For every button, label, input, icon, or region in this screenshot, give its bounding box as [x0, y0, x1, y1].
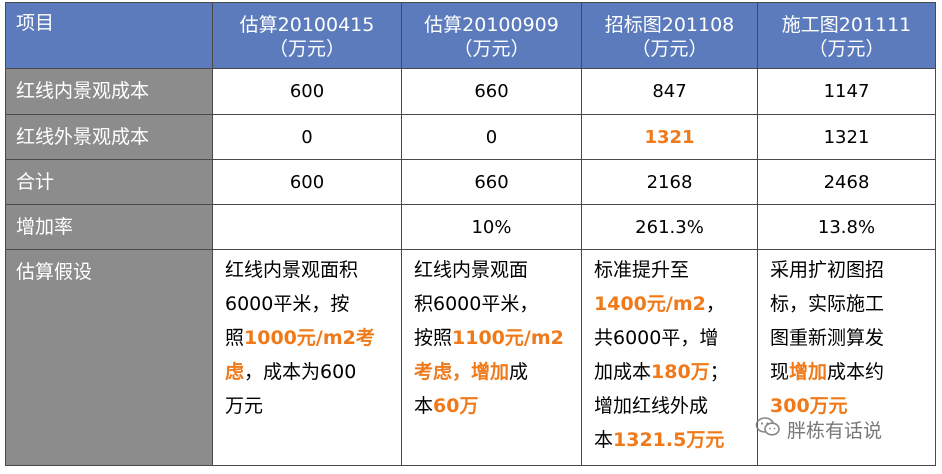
note-text: 6000平米，按 — [225, 293, 350, 315]
table-cell: 847 — [581, 68, 758, 115]
header-unit: （万元） — [631, 38, 708, 60]
note-highlight: 考虑，增加 — [414, 361, 510, 383]
table-cell — [212, 204, 402, 250]
note-text: 积6000平米， — [414, 293, 539, 315]
cost-table: 项目 估算20100415 （万元） 估算20100909 （万元） 招标图2011… — [5, 2, 936, 466]
table-cell-highlight: 1321 — [581, 114, 758, 160]
note-highlight: 1321.5万元 — [613, 429, 725, 451]
table-cell: 0 — [212, 114, 402, 160]
table-row: 红线外景观成本 0 0 1321 1321 — [5, 114, 936, 160]
note-highlight: 300万元 — [770, 395, 848, 417]
assumption-row: 估算假设 红线内景观面积 6000平米，按 照1000元/m2考 虑，成本为600 万元… — [5, 249, 936, 466]
note-text: 成本约 — [827, 361, 885, 383]
table-cell: 10% — [401, 204, 582, 250]
table-cell: 13.8% — [757, 204, 936, 250]
note-highlight: 增加 — [789, 361, 828, 383]
note-text: 现 — [770, 361, 790, 383]
row-label: 红线外景观成本 — [5, 114, 213, 160]
note-text: 增加红线外成 — [594, 395, 709, 417]
note-text: ， — [705, 293, 725, 315]
table-cell: 1147 — [757, 68, 936, 115]
note-text: ； — [709, 361, 729, 383]
header-unit: （万元） — [453, 38, 530, 60]
header-tender-201108: 招标图201108 （万元） — [581, 2, 758, 69]
note-text: 标，实际施工 — [770, 293, 885, 315]
header-estimate-20100415: 估算20100415 （万元） — [212, 2, 402, 69]
table-cell: 2468 — [757, 159, 936, 205]
table-cell: 600 — [212, 159, 402, 205]
header-title: 估算20100909 — [424, 14, 559, 36]
table-cell: 660 — [401, 68, 582, 115]
note-highlight: 180万 — [651, 361, 710, 383]
note-highlight: 1100元/m2 — [452, 327, 564, 349]
table-cell: 261.3% — [581, 204, 758, 250]
wechat-icon — [755, 416, 781, 443]
note-text: 按照 — [414, 327, 453, 349]
header-item: 项目 — [5, 2, 213, 69]
note-highlight: 60万 — [433, 395, 479, 417]
table-row: 增加率 10% 261.3% 13.8% — [5, 204, 936, 250]
note-text: 加成本 — [594, 361, 652, 383]
note-text: 标准提升至 — [594, 259, 690, 281]
table-cell: 600 — [212, 68, 402, 115]
note-text: 采用扩初图招 — [770, 259, 885, 281]
table-row: 红线内景观成本 600 660 847 1147 — [5, 68, 936, 115]
note-text: 成 — [509, 361, 529, 383]
assumption-cell-1: 红线内景观面积 6000平米，按 照1000元/m2考虑，成本为600 万元 — [212, 249, 402, 466]
note-text: 红线内景观面 — [414, 259, 529, 281]
watermark: 胖栋有话说 — [755, 416, 882, 442]
assumption-cell-2: 红线内景观面 积6000平米， 按照1100元/m2 考虑，增加成本60万 — [401, 249, 582, 466]
assumption-cell-3: 标准提升至 1400元/m2， 共6000平，增 加成本180万； 增加红线外成 本132… — [581, 249, 758, 466]
header-construction-201111: 施工图201111 （万元） — [757, 2, 936, 69]
note-text: 万元 — [225, 395, 264, 417]
note-text: 照 — [225, 327, 245, 349]
row-label: 红线内景观成本 — [5, 68, 213, 115]
note-text: 本 — [594, 429, 614, 451]
header-title: 估算20100415 — [239, 14, 375, 36]
note-highlight: 虑 — [225, 361, 245, 383]
header-row: 项目 估算20100415 （万元） 估算20100909 （万元） 招标图2011… — [5, 2, 936, 69]
table-cell: 2168 — [581, 159, 758, 205]
header-estimate-20100909: 估算20100909 （万元） — [401, 2, 582, 69]
note-highlight: 1400元/m2 — [594, 293, 706, 315]
header-title: 施工图201111 — [781, 14, 912, 36]
header-item-label: 项目 — [16, 12, 55, 34]
header-unit: （万元） — [808, 38, 885, 60]
note-text: 共6000平，增 — [594, 327, 719, 349]
table-cell: 1321 — [757, 114, 936, 160]
note-text: 本 — [414, 395, 434, 417]
note-highlight: 1000元/m2考 — [244, 327, 375, 349]
row-label: 估算假设 — [5, 249, 213, 466]
table-cell: 0 — [401, 114, 582, 160]
table-row: 合计 600 660 2168 2468 — [5, 159, 936, 205]
watermark-text: 胖栋有话说 — [787, 419, 883, 442]
note-text: 图重新测算发 — [770, 327, 885, 349]
header-title: 招标图201108 — [604, 14, 735, 36]
row-label: 增加率 — [5, 204, 213, 250]
table-cell: 660 — [401, 159, 582, 205]
row-label: 合计 — [5, 159, 213, 205]
note-text: ，成本为600 — [244, 361, 357, 383]
header-unit: （万元） — [268, 38, 345, 60]
note-text: 红线内景观面积 — [225, 259, 359, 281]
assumption-cell-4: 采用扩初图招 标，实际施工 图重新测算发 现增加成本约 300万元 — [757, 249, 936, 466]
